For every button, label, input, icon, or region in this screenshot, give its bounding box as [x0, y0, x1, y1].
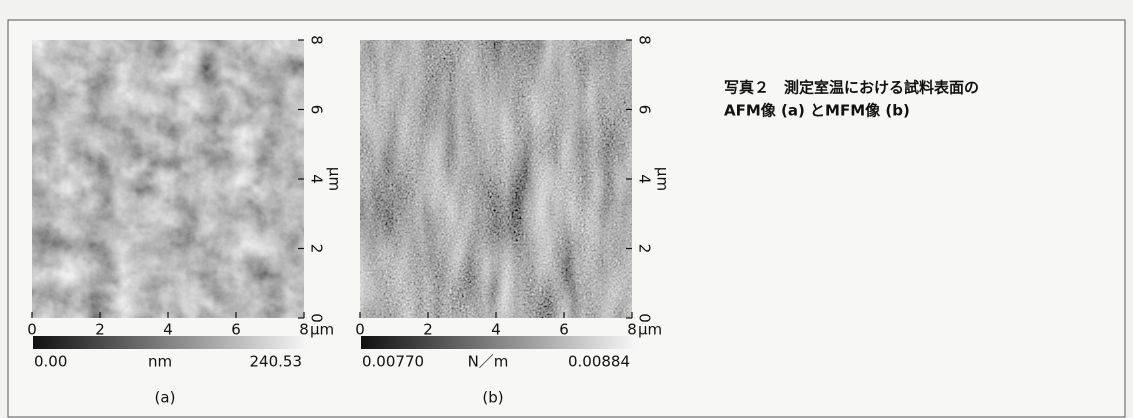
- colorbar-unit: N／m: [468, 353, 509, 371]
- y-tick-label: 2: [636, 244, 654, 254]
- x-tick-label: 4: [491, 321, 501, 339]
- colorbar-max: 0.00884: [568, 353, 630, 371]
- x-tick-label: 8: [299, 321, 309, 339]
- colorbar-min: 0.00: [34, 353, 67, 371]
- y-tick-label: 0: [308, 313, 326, 323]
- x-tick-label: 6: [559, 321, 569, 339]
- x-unit: μm: [310, 321, 334, 339]
- x-tick-label: 2: [423, 321, 433, 339]
- caption-line: AFM像 (a) とMFM像 (b): [724, 102, 910, 120]
- x-tick-label: 2: [95, 321, 105, 339]
- y-tick-label: 4: [308, 174, 326, 184]
- y-unit: μm: [654, 167, 672, 191]
- y-tick-label: 6: [636, 105, 654, 115]
- y-tick-label: 8: [636, 35, 654, 45]
- y-tick-label: 2: [308, 244, 326, 254]
- colorbar-unit: nm: [148, 353, 172, 371]
- y-tick-label: 0: [636, 313, 654, 323]
- x-tick-label: 8: [627, 321, 637, 339]
- colorbar-min: 0.00770: [362, 353, 424, 371]
- y-unit: μm: [326, 167, 344, 191]
- x-tick-label: 6: [231, 321, 241, 339]
- y-tick-label: 6: [308, 105, 326, 115]
- y-tick-label: 8: [308, 35, 326, 45]
- panel-label: (b): [482, 389, 503, 407]
- colorbar: [33, 336, 305, 349]
- x-tick-label: 0: [27, 321, 37, 339]
- colorbar: [361, 336, 633, 349]
- x-unit: μm: [638, 321, 662, 339]
- mfm-image: [360, 40, 632, 318]
- afm-image: [32, 40, 304, 318]
- colorbar-max: 240.53: [250, 353, 303, 371]
- x-tick-label: 0: [355, 321, 365, 339]
- y-tick-label: 4: [636, 174, 654, 184]
- caption-line: 写真２ 測定室温における試料表面の: [724, 79, 979, 97]
- x-tick-label: 4: [163, 321, 173, 339]
- panel-label: (a): [155, 389, 176, 407]
